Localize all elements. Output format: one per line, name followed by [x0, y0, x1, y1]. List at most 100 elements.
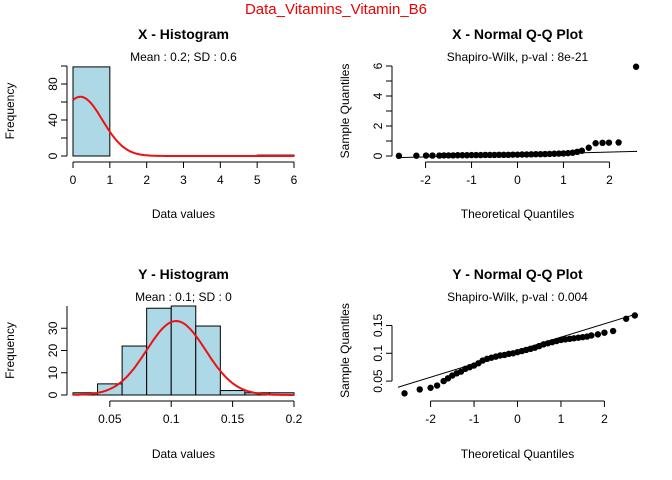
- x-qq-point: [440, 152, 448, 159]
- y-qq-x-tick-label: -2: [425, 412, 436, 426]
- x-qq-point: [472, 151, 480, 159]
- y-hist-panel: Y - Histogram Mean : 0.1; SD : 0 Data valu…: [3, 266, 303, 461]
- y-qq-x-tick-label: -1: [469, 412, 480, 426]
- y-qq-point: [427, 384, 434, 391]
- x-qq-point: [514, 151, 521, 158]
- y-hist-bar: [219, 390, 246, 396]
- x-qq-y-tick-label: 0: [371, 152, 385, 159]
- x-qq-point: [454, 152, 461, 159]
- y-qq-x-tick-label: 1: [558, 412, 565, 426]
- y-hist-xlabel: Data values: [152, 447, 215, 461]
- x-qq-point: [395, 152, 403, 160]
- y-qq-y-tick-label: 0.15: [371, 313, 385, 337]
- x-qq-point: [429, 152, 436, 159]
- x-hist-x-tick-label: 2: [143, 173, 150, 187]
- x-qq-point: [578, 147, 586, 154]
- x-qq-point: [541, 150, 549, 158]
- y-qq-point: [609, 327, 617, 335]
- x-qq-x-tick-label: -1: [466, 173, 477, 187]
- x-hist-density-curve: [72, 95, 294, 157]
- y-hist-density-curve: [73, 319, 294, 396]
- x-qq-point: [592, 140, 599, 147]
- y-qq-y-tick-label: 0.1: [371, 345, 385, 362]
- y-hist-bar: [170, 305, 197, 396]
- x-qq-point: [605, 139, 613, 146]
- x-hist-x-tick-label: 0: [70, 173, 77, 187]
- y-qq-point: [594, 331, 602, 338]
- panels: X - Histogram Mean : 0.2; SD : 0.6 Data va…: [3, 26, 640, 461]
- y-hist-title: Y - Histogram: [138, 266, 229, 282]
- y-qq-point: [433, 382, 441, 389]
- y-hist-x-tick-label: 0.05: [98, 412, 122, 426]
- x-qq-point: [491, 151, 498, 159]
- y-qq-panel: Y - Normal Q-Q Plot Shapiro-Wilk, p-val :…: [338, 266, 639, 461]
- y-qq-xlabel: Theoretical Quantiles: [461, 447, 574, 461]
- x-qq-point: [482, 151, 489, 159]
- x-hist-x-tick-label: 4: [217, 173, 224, 187]
- y-hist-y-tick-label: 30: [46, 321, 60, 335]
- x-qq-ylabel: Sample Quantiles: [338, 64, 352, 159]
- x-qq-y-tick-label: 6: [371, 62, 385, 69]
- y-qq-x-tick-label: 2: [601, 412, 608, 426]
- y-qq-point: [588, 332, 595, 339]
- x-qq-y-tick-label: 4: [371, 92, 385, 99]
- x-qq-point: [477, 151, 484, 159]
- y-hist-x-tick-label: 0.2: [286, 412, 303, 426]
- x-qq-point: [449, 152, 457, 159]
- x-hist-xlabel: Data values: [152, 207, 215, 221]
- x-qq-point: [532, 151, 540, 158]
- x-qq-point: [486, 151, 494, 159]
- x-hist-y-tick-label: 80: [46, 77, 60, 91]
- x-hist-x-tick-label: 3: [180, 173, 187, 187]
- x-hist-y-tick-label: 40: [46, 113, 60, 127]
- x-qq-point: [555, 150, 563, 157]
- x-qq-point: [422, 152, 430, 159]
- y-hist-bar: [195, 325, 221, 396]
- x-hist-ylabel: Frequency: [3, 83, 17, 140]
- y-qq-y-tick-label: 0.05: [371, 369, 385, 393]
- x-qq-point: [537, 151, 544, 158]
- y-hist-y-tick-label: 20: [46, 344, 60, 358]
- x-qq-y-tick-label: 2: [371, 122, 385, 129]
- y-qq-point: [622, 315, 630, 322]
- y-hist-x-tick-label: 0.1: [163, 412, 180, 426]
- y-qq-point: [401, 390, 408, 397]
- x-qq-point: [413, 152, 420, 159]
- x-qq-title: X - Normal Q-Q Plot: [452, 26, 583, 42]
- x-hist-x-tick-label: 6: [291, 173, 298, 187]
- x-qq-point: [500, 151, 507, 158]
- x-qq-x-tick-label: -2: [420, 173, 431, 187]
- x-qq-point: [585, 144, 592, 151]
- y-hist-bar: [146, 307, 172, 396]
- x-qq-subtitle: Shapiro-Wilk, p-val : 8e-21: [447, 50, 589, 64]
- x-qq-point: [436, 152, 443, 159]
- x-qq-point: [445, 152, 452, 159]
- x-qq-point: [560, 150, 567, 157]
- x-hist-x-tick-label: 5: [254, 173, 261, 187]
- y-hist-subtitle: Mean : 0.1; SD : 0: [135, 290, 232, 304]
- x-qq-point: [528, 151, 535, 158]
- y-qq-x-tick-label: 0: [514, 412, 521, 426]
- x-qq-point: [505, 151, 512, 158]
- x-qq-x-tick-label: 0: [514, 173, 521, 187]
- x-qq-x-tick-label: 1: [560, 173, 567, 187]
- x-qq-point: [632, 63, 640, 70]
- x-qq-point: [523, 151, 530, 158]
- x-hist-panel: X - Histogram Mean : 0.2; SD : 0.6 Data va…: [3, 26, 298, 221]
- x-qq-point: [599, 139, 606, 146]
- y-hist-y-tick-label: 0: [46, 391, 60, 398]
- y-qq-point: [601, 329, 608, 336]
- x-qq-x-tick-label: 2: [606, 173, 613, 187]
- y-qq-point: [631, 312, 639, 319]
- x-hist-title: X - Histogram: [138, 26, 229, 42]
- y-hist-y-tick-label: 10: [46, 366, 60, 380]
- x-qq-panel: X - Normal Q-Q Plot Shapiro-Wilk, p-val :…: [338, 26, 640, 221]
- x-qq-point: [546, 150, 553, 158]
- y-qq-point: [416, 386, 423, 393]
- y-qq-ylabel: Sample Quantiles: [338, 303, 352, 398]
- y-qq-subtitle: Shapiro-Wilk, p-val : 0.004: [447, 290, 588, 304]
- y-hist-bar: [121, 345, 148, 396]
- x-hist-bar: [72, 66, 111, 157]
- x-qq-point: [468, 151, 475, 159]
